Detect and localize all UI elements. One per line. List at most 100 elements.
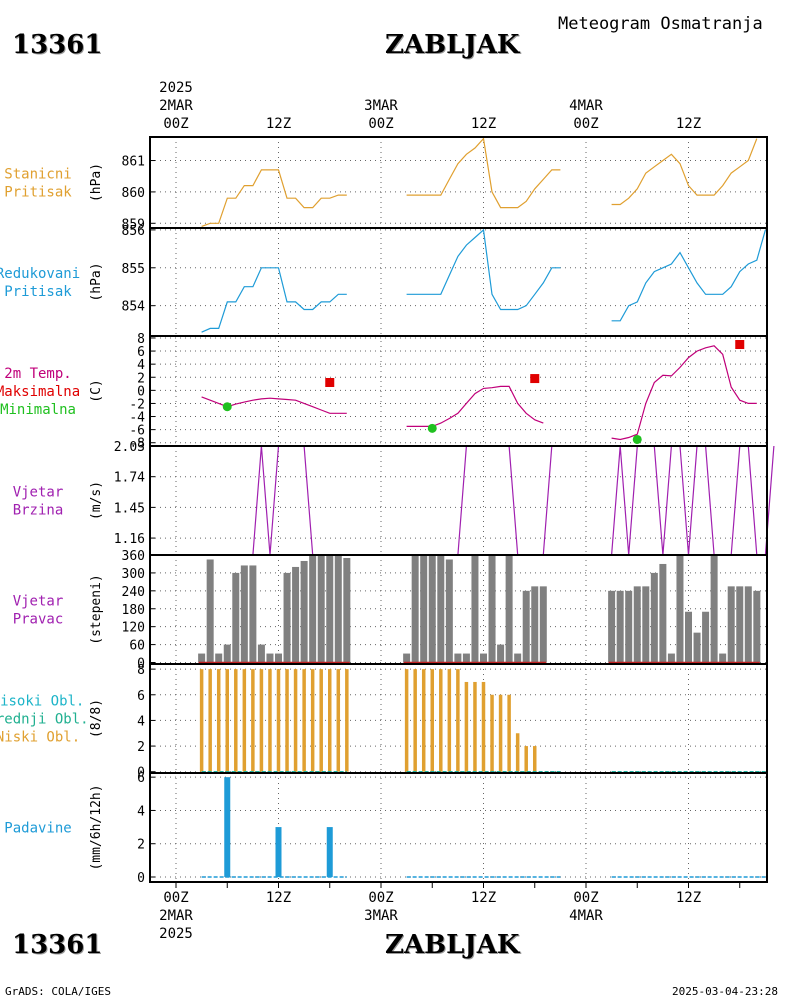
bar bbox=[497, 644, 505, 663]
timestamp-text: 2025-03-04-23:28 bbox=[672, 985, 778, 998]
series-line bbox=[406, 228, 561, 311]
tmin-marker bbox=[222, 402, 232, 412]
bar bbox=[667, 653, 675, 663]
bottom-hour-label: 12Z bbox=[266, 890, 291, 906]
series-line bbox=[201, 169, 347, 227]
series-line bbox=[611, 138, 758, 206]
top-hour-label: 12Z bbox=[266, 116, 291, 132]
bar bbox=[283, 572, 291, 663]
y-tick-label: 860 bbox=[122, 186, 145, 201]
tmin-marker bbox=[427, 423, 437, 433]
bar bbox=[257, 644, 265, 663]
y-tick-label: 4 bbox=[137, 714, 145, 729]
y-tick-label: 0 bbox=[137, 871, 145, 886]
credit-text: GrADS: COLA/IGES bbox=[5, 985, 111, 998]
y-tick-label: -6 bbox=[129, 424, 145, 439]
bar bbox=[421, 669, 426, 772]
y-tick-label: 180 bbox=[122, 603, 145, 618]
panel-label: Redukovani bbox=[0, 266, 80, 282]
panel-label: Vjetar bbox=[13, 485, 64, 501]
series-line bbox=[406, 385, 544, 427]
y-tick-label: 1.45 bbox=[114, 501, 145, 516]
panel-label: Pritisak bbox=[4, 185, 72, 201]
bar bbox=[428, 555, 436, 663]
panel-label: Padavine bbox=[4, 821, 71, 837]
top-hour-label: 00Z bbox=[368, 116, 393, 132]
y-tick-label: 856 bbox=[122, 224, 145, 239]
bar bbox=[326, 827, 333, 878]
panel-label: 2m Temp. bbox=[4, 366, 71, 382]
series-line bbox=[611, 229, 766, 322]
bar bbox=[285, 669, 289, 772]
panel-label: Pritisak bbox=[4, 284, 72, 300]
y-tick-label: 2 bbox=[137, 371, 145, 386]
bar bbox=[276, 669, 281, 772]
y-tick-label: 861 bbox=[122, 155, 145, 170]
y-tick-label: 1.74 bbox=[114, 471, 145, 486]
bar bbox=[336, 669, 341, 772]
bar bbox=[539, 586, 547, 663]
bar bbox=[498, 694, 503, 772]
bottom-day-label: 4MAR bbox=[569, 908, 603, 924]
bar bbox=[242, 669, 247, 772]
station-id-bottom: 13361 bbox=[12, 930, 103, 960]
bar bbox=[439, 669, 443, 772]
bar bbox=[456, 669, 460, 772]
bar bbox=[198, 653, 206, 663]
bar bbox=[310, 669, 315, 772]
bar bbox=[616, 590, 624, 663]
bar bbox=[208, 669, 212, 772]
bar bbox=[531, 586, 539, 663]
bar bbox=[505, 555, 513, 663]
y-axis-unit-label: (8/8) bbox=[89, 699, 104, 738]
y-tick-label: 6 bbox=[137, 771, 145, 786]
bar bbox=[515, 733, 520, 772]
y-tick-label: 8 bbox=[137, 663, 145, 678]
y-tick-label: 2.03 bbox=[114, 440, 145, 455]
bar bbox=[685, 611, 692, 663]
y-tick-label: -4 bbox=[129, 411, 145, 426]
bar bbox=[753, 590, 761, 663]
bar bbox=[430, 669, 434, 772]
bar bbox=[471, 555, 479, 663]
bar bbox=[608, 590, 616, 663]
panel-label: Minimalna bbox=[0, 402, 76, 418]
bar bbox=[488, 555, 496, 663]
bar bbox=[293, 669, 298, 772]
y-tick-label: 360 bbox=[122, 549, 145, 564]
meteogram-title: Meteogram Osmatranja bbox=[558, 14, 763, 34]
y-tick-label: 0 bbox=[137, 657, 145, 672]
bar bbox=[232, 572, 240, 663]
top-hour-label: 00Z bbox=[573, 116, 598, 132]
bar bbox=[268, 669, 272, 772]
y-axis-unit-label: (hPa) bbox=[89, 262, 104, 301]
y-tick-label: 300 bbox=[122, 567, 145, 582]
bar bbox=[275, 827, 282, 878]
station-name: ZABLJAK bbox=[385, 30, 520, 60]
bar bbox=[249, 565, 257, 663]
tmax-marker bbox=[530, 374, 540, 384]
y-tick-label: 0 bbox=[137, 384, 145, 399]
panel-frame bbox=[149, 445, 768, 556]
bar bbox=[524, 746, 528, 772]
series-line bbox=[406, 445, 561, 556]
series-line bbox=[611, 345, 757, 441]
y-axis-unit-label: (C) bbox=[89, 379, 104, 402]
bar bbox=[234, 669, 238, 772]
bar bbox=[625, 590, 633, 663]
y-tick-label: 8 bbox=[137, 332, 145, 347]
bar bbox=[744, 586, 752, 663]
bar bbox=[300, 560, 308, 663]
y-tick-label: -8 bbox=[129, 437, 145, 452]
bar bbox=[445, 559, 453, 663]
top-day-label: 3MAR bbox=[364, 98, 398, 114]
panel-label: Pravac bbox=[13, 612, 64, 628]
bar bbox=[224, 777, 231, 878]
series-line bbox=[201, 445, 347, 556]
bar bbox=[328, 669, 332, 772]
bar bbox=[206, 559, 214, 663]
y-tick-label: 6 bbox=[137, 689, 145, 704]
y-tick-label: -2 bbox=[129, 397, 145, 412]
y-axis-unit-label: (mm/6h/12h) bbox=[89, 784, 104, 870]
